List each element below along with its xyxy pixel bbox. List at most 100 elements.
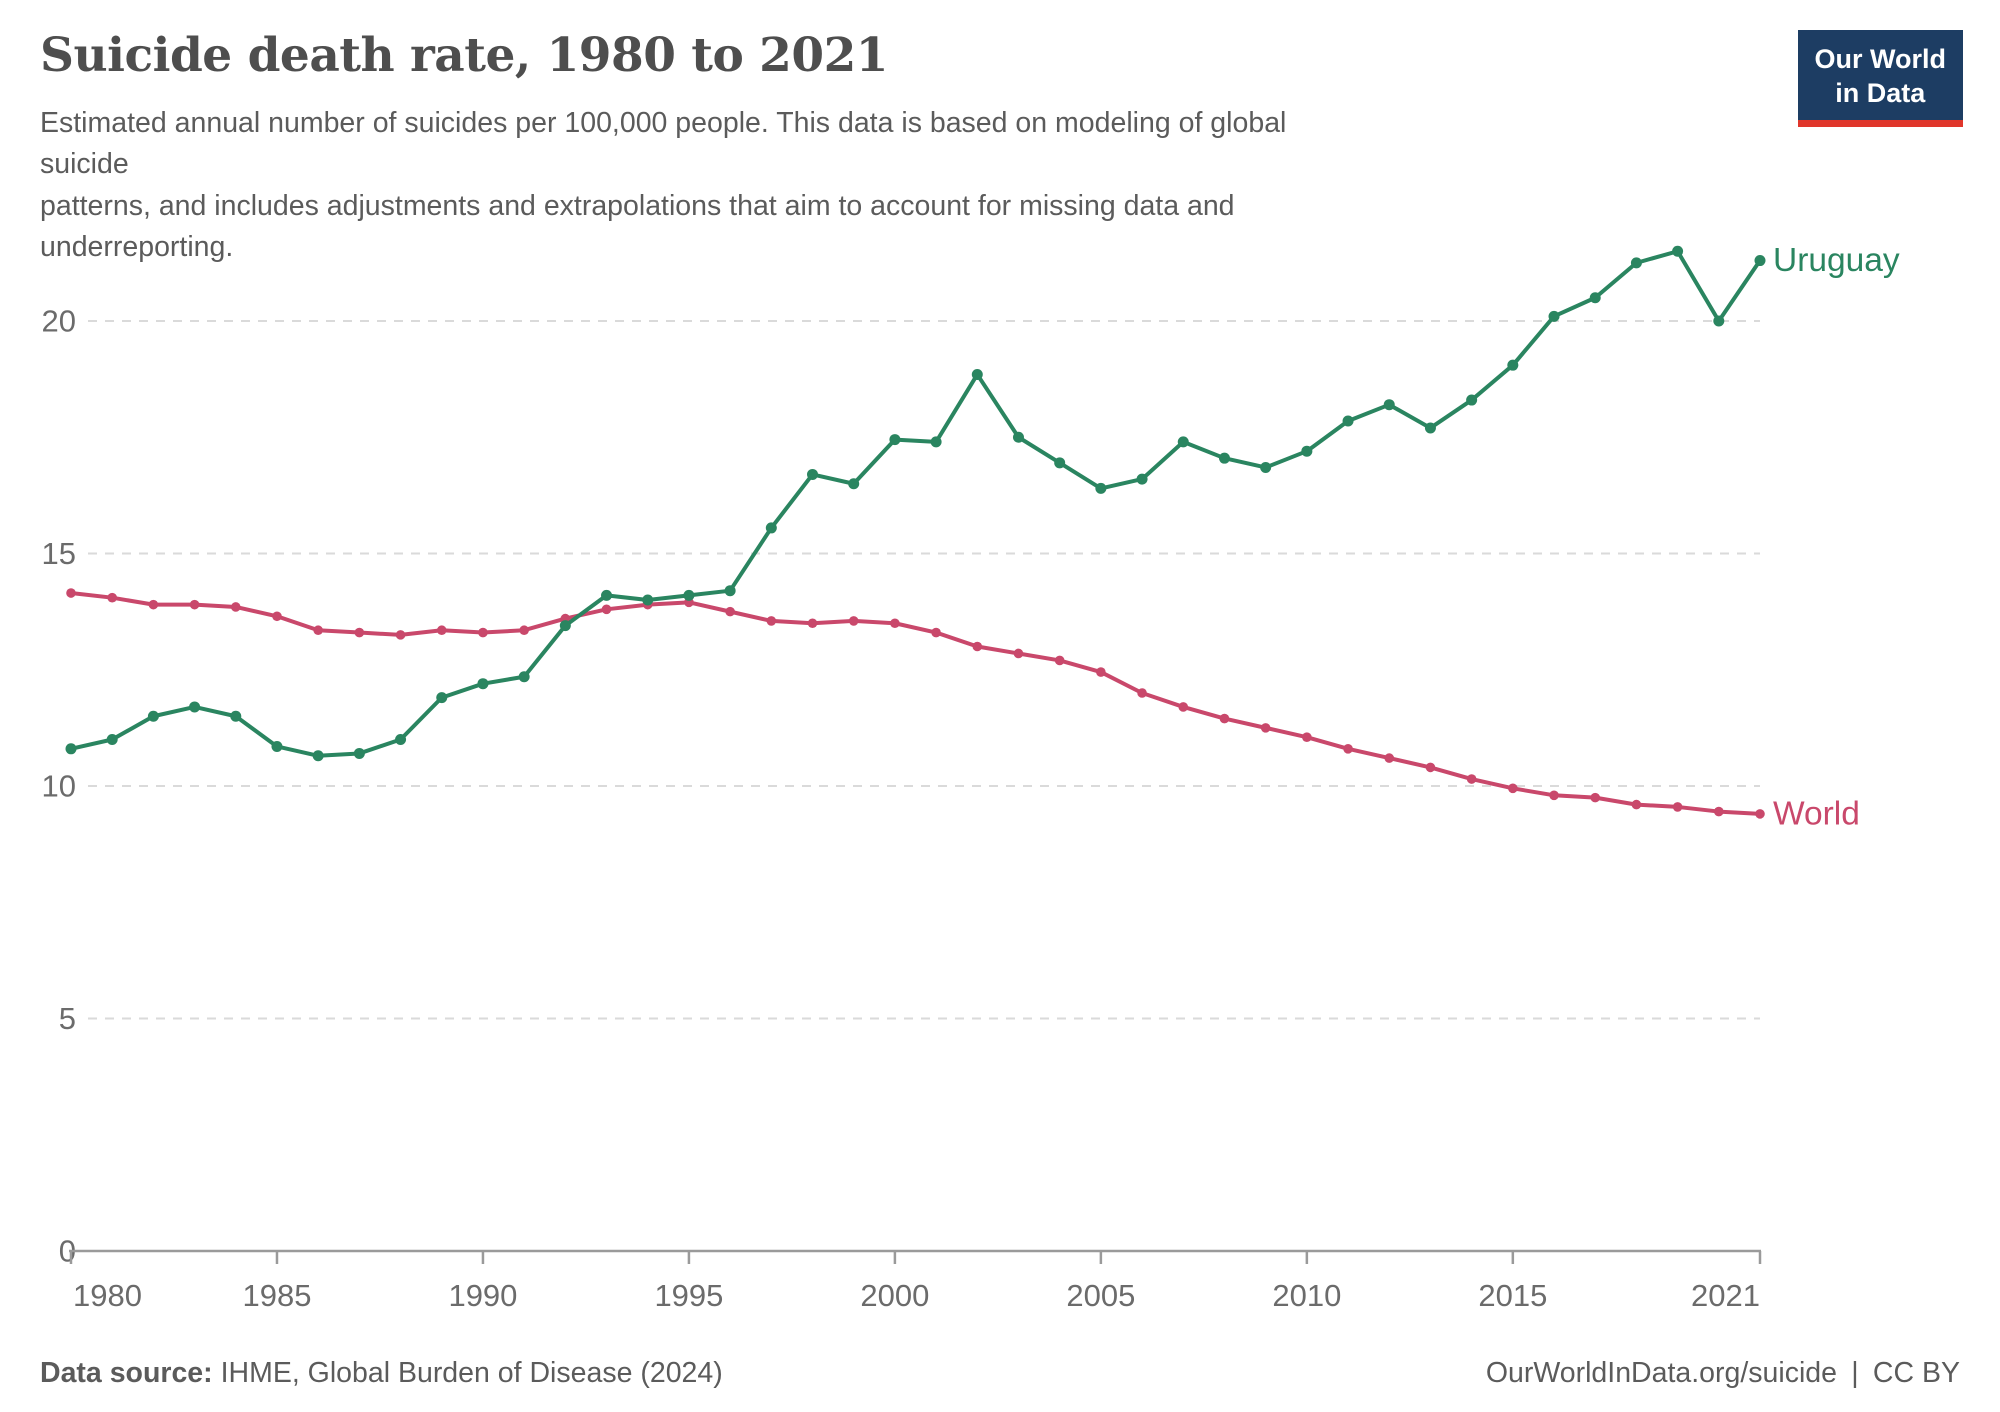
data-point-uruguay[interactable] xyxy=(1218,452,1230,464)
data-point-world[interactable] xyxy=(848,616,859,626)
data-point-uruguay[interactable] xyxy=(724,585,736,597)
data-point-uruguay[interactable] xyxy=(106,734,118,745)
data-point-uruguay[interactable] xyxy=(1342,415,1354,427)
data-point-uruguay[interactable] xyxy=(971,368,983,380)
series-uruguay[interactable]: Uruguay xyxy=(65,242,1900,762)
data-point-world[interactable] xyxy=(1384,753,1395,763)
data-point-uruguay[interactable] xyxy=(1177,436,1189,448)
data-point-world[interactable] xyxy=(395,630,406,640)
data-point-uruguay[interactable] xyxy=(436,692,448,704)
x-tick-label: 2000 xyxy=(860,1278,929,1313)
data-point-uruguay[interactable] xyxy=(1630,257,1642,269)
data-point-uruguay[interactable] xyxy=(518,671,530,683)
data-point-world[interactable] xyxy=(1672,802,1683,812)
data-point-world[interactable] xyxy=(1714,806,1724,817)
data-point-world[interactable] xyxy=(1219,713,1230,724)
owid-logo: Our World in Data xyxy=(1797,30,1963,127)
data-point-uruguay[interactable] xyxy=(1054,457,1066,469)
data-point-uruguay[interactable] xyxy=(1713,315,1725,327)
data-point-world[interactable] xyxy=(189,599,200,610)
data-point-uruguay[interactable] xyxy=(1466,394,1478,406)
data-point-world[interactable] xyxy=(1425,762,1436,773)
data-point-uruguay[interactable] xyxy=(1424,422,1436,434)
data-point-world[interactable] xyxy=(1013,648,1024,659)
data-point-uruguay[interactable] xyxy=(807,468,819,480)
data-point-uruguay[interactable] xyxy=(848,478,860,490)
data-point-uruguay[interactable] xyxy=(765,522,777,534)
data-point-uruguay[interactable] xyxy=(1301,445,1313,457)
data-point-world[interactable] xyxy=(1755,809,1765,819)
data-point-world[interactable] xyxy=(766,616,777,626)
owid-logo-line1: Our World xyxy=(1814,44,1947,74)
data-point-world[interactable] xyxy=(1137,688,1147,698)
data-point-uruguay[interactable] xyxy=(1095,482,1107,494)
data-point-uruguay[interactable] xyxy=(1548,310,1560,322)
chart-subtitle: Estimated annual number of suicides per … xyxy=(40,103,1360,268)
data-point-uruguay[interactable] xyxy=(601,589,613,601)
data-point-uruguay[interactable] xyxy=(1260,461,1272,473)
data-point-world[interactable] xyxy=(890,618,900,629)
series-label-uruguay[interactable]: Uruguay xyxy=(1773,242,1900,279)
x-tick-label: 2021 xyxy=(1691,1278,1760,1313)
data-source-value: IHME, Global Burden of Disease (2024) xyxy=(212,1357,723,1389)
data-point-world[interactable] xyxy=(1343,744,1353,754)
data-point-uruguay[interactable] xyxy=(930,436,942,448)
data-point-world[interactable] xyxy=(1178,702,1189,712)
data-point-uruguay[interactable] xyxy=(1754,255,1766,267)
data-point-uruguay[interactable] xyxy=(395,734,407,745)
data-point-uruguay[interactable] xyxy=(1383,399,1395,411)
y-tick-label: 10 xyxy=(42,769,76,804)
data-point-uruguay[interactable] xyxy=(147,710,159,722)
series-world[interactable]: World xyxy=(66,588,1860,832)
data-point-world[interactable] xyxy=(436,625,447,636)
data-point-uruguay[interactable] xyxy=(1507,359,1519,371)
data-point-uruguay[interactable] xyxy=(1136,473,1148,485)
data-point-world[interactable] xyxy=(1549,790,1559,801)
data-point-world[interactable] xyxy=(478,627,488,638)
data-point-world[interactable] xyxy=(230,602,241,612)
data-point-world[interactable] xyxy=(1260,723,1271,733)
data-point-uruguay[interactable] xyxy=(683,589,695,601)
data-point-world[interactable] xyxy=(313,625,323,636)
data-point-world[interactable] xyxy=(66,588,76,598)
series-label-world[interactable]: World xyxy=(1773,795,1860,832)
line-uruguay[interactable] xyxy=(69,249,1762,758)
data-point-world[interactable] xyxy=(519,625,529,636)
data-source-label: Data source: xyxy=(40,1357,213,1389)
data-point-world[interactable] xyxy=(272,611,282,622)
data-point-world[interactable] xyxy=(1508,783,1518,794)
data-point-world[interactable] xyxy=(725,606,735,617)
line-world[interactable] xyxy=(69,591,1762,816)
data-point-world[interactable] xyxy=(107,592,117,603)
data-point-uruguay[interactable] xyxy=(889,434,901,446)
data-point-world[interactable] xyxy=(148,599,159,610)
data-point-uruguay[interactable] xyxy=(65,743,77,755)
data-point-world[interactable] xyxy=(972,641,983,652)
data-point-uruguay[interactable] xyxy=(1012,431,1024,443)
data-point-uruguay[interactable] xyxy=(230,710,242,722)
data-point-uruguay[interactable] xyxy=(353,747,365,759)
data-point-world[interactable] xyxy=(1054,655,1065,666)
data-point-uruguay[interactable] xyxy=(559,620,571,632)
data-point-world[interactable] xyxy=(1631,799,1642,810)
data-point-world[interactable] xyxy=(1466,774,1477,784)
data-point-world[interactable] xyxy=(807,618,818,629)
data-point-world[interactable] xyxy=(1590,792,1601,803)
data-point-uruguay[interactable] xyxy=(189,701,201,713)
data-point-uruguay[interactable] xyxy=(477,678,489,690)
data-point-uruguay[interactable] xyxy=(642,594,654,606)
data-point-world[interactable] xyxy=(601,604,612,615)
data-point-world[interactable] xyxy=(1096,667,1106,677)
data-point-world[interactable] xyxy=(354,627,365,638)
data-point-uruguay[interactable] xyxy=(1672,245,1684,257)
x-tick-label: 1985 xyxy=(242,1278,311,1313)
license-note[interactable]: OurWorldInData.org/suicide | CC BY xyxy=(1485,1357,1960,1389)
data-point-uruguay[interactable] xyxy=(271,740,283,752)
data-point-uruguay[interactable] xyxy=(1589,292,1601,304)
data-point-uruguay[interactable] xyxy=(312,750,324,762)
data-point-world[interactable] xyxy=(931,627,941,638)
data-point-world[interactable] xyxy=(1302,732,1312,742)
